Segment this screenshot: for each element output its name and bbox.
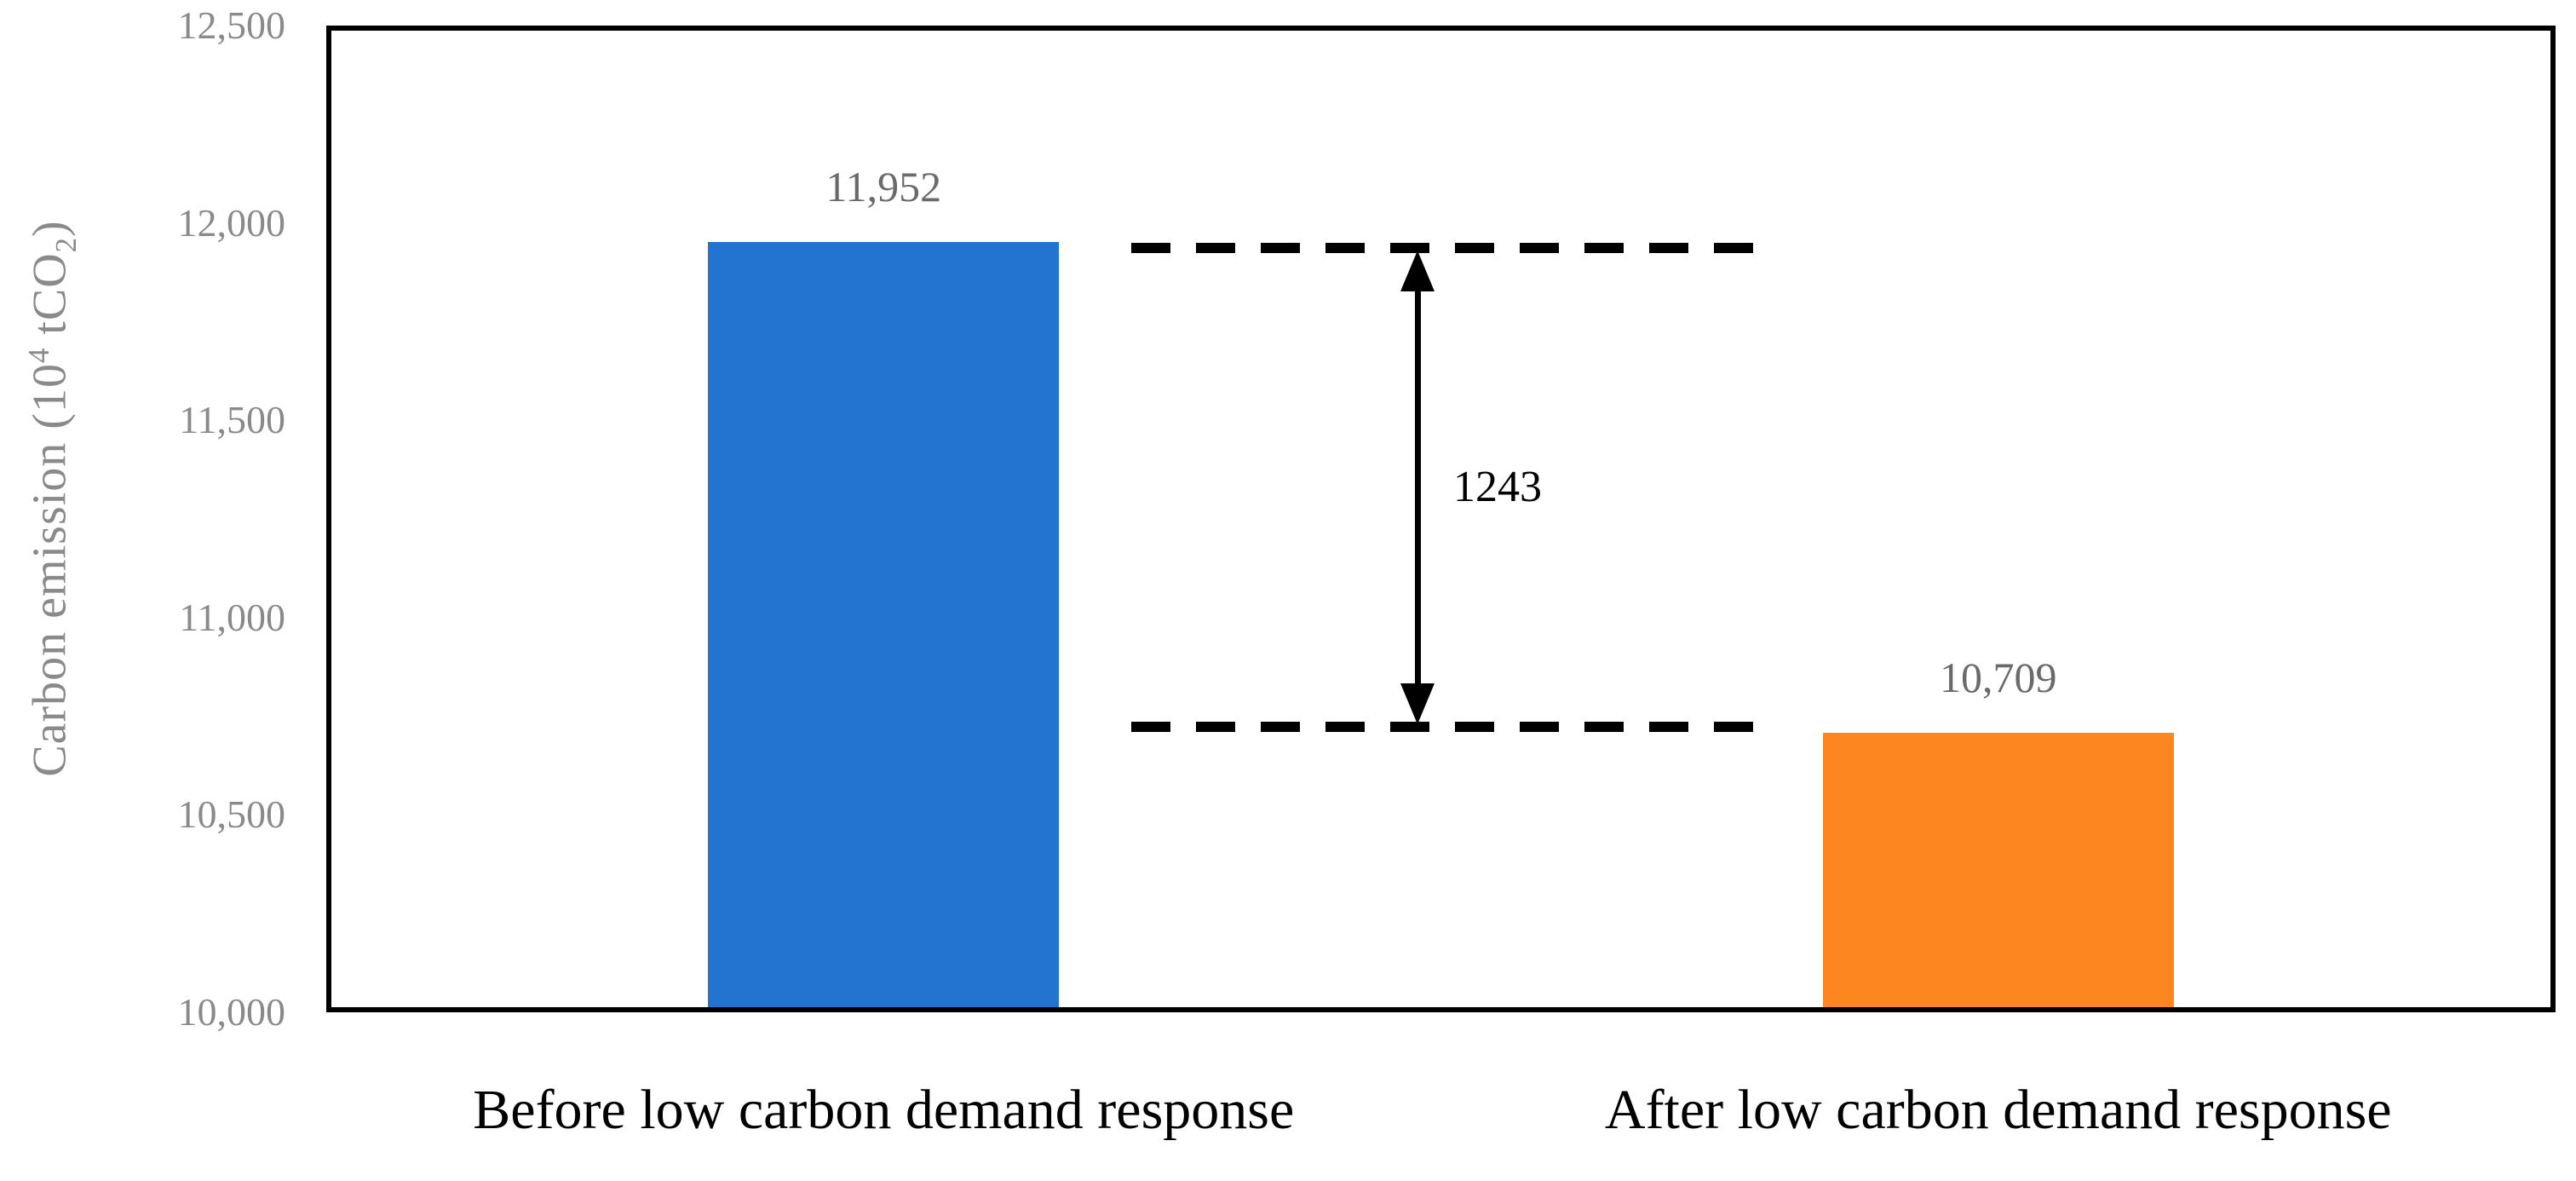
arrow-up-head-icon bbox=[1400, 250, 1435, 291]
y-tick-label: 10,500 bbox=[177, 792, 286, 837]
bar-value-label: 10,709 bbox=[1940, 653, 2057, 701]
arrow-down-head-icon bbox=[1400, 683, 1435, 724]
difference-dashed-line-top bbox=[1131, 242, 1770, 253]
y-tick-label: 11,500 bbox=[179, 398, 285, 442]
x-category-label: Before low carbon demand response bbox=[473, 1079, 1295, 1141]
y-axis-title-mid: tCO bbox=[23, 252, 77, 348]
difference-arrow-line bbox=[1414, 282, 1421, 688]
plot-area bbox=[326, 26, 2556, 1012]
y-axis-title-suffix: ) bbox=[23, 220, 77, 237]
y-axis-title-subscript: 2 bbox=[49, 236, 83, 253]
bar-value-label: 11,952 bbox=[825, 162, 942, 210]
y-tick-label: 11,000 bbox=[179, 595, 285, 639]
y-axis-title-superscript: 4 bbox=[22, 347, 56, 364]
y-tick-label: 12,000 bbox=[177, 200, 286, 245]
bar-after-low-carbon-demand-response bbox=[1822, 732, 2174, 1007]
difference-dashed-line-bottom bbox=[1131, 721, 1770, 732]
y-axis-title-text: Carbon emission (10 bbox=[23, 363, 77, 777]
y-axis-title: Carbon emission (104 tCO2) bbox=[22, 220, 83, 776]
difference-value-label: 1243 bbox=[1453, 462, 1543, 511]
y-tick-label: 10,000 bbox=[177, 990, 286, 1034]
bar-before-low-carbon-demand-response bbox=[708, 241, 1060, 1007]
y-tick-label: 12,500 bbox=[177, 3, 286, 47]
x-category-label: After low carbon demand response bbox=[1604, 1079, 2392, 1141]
